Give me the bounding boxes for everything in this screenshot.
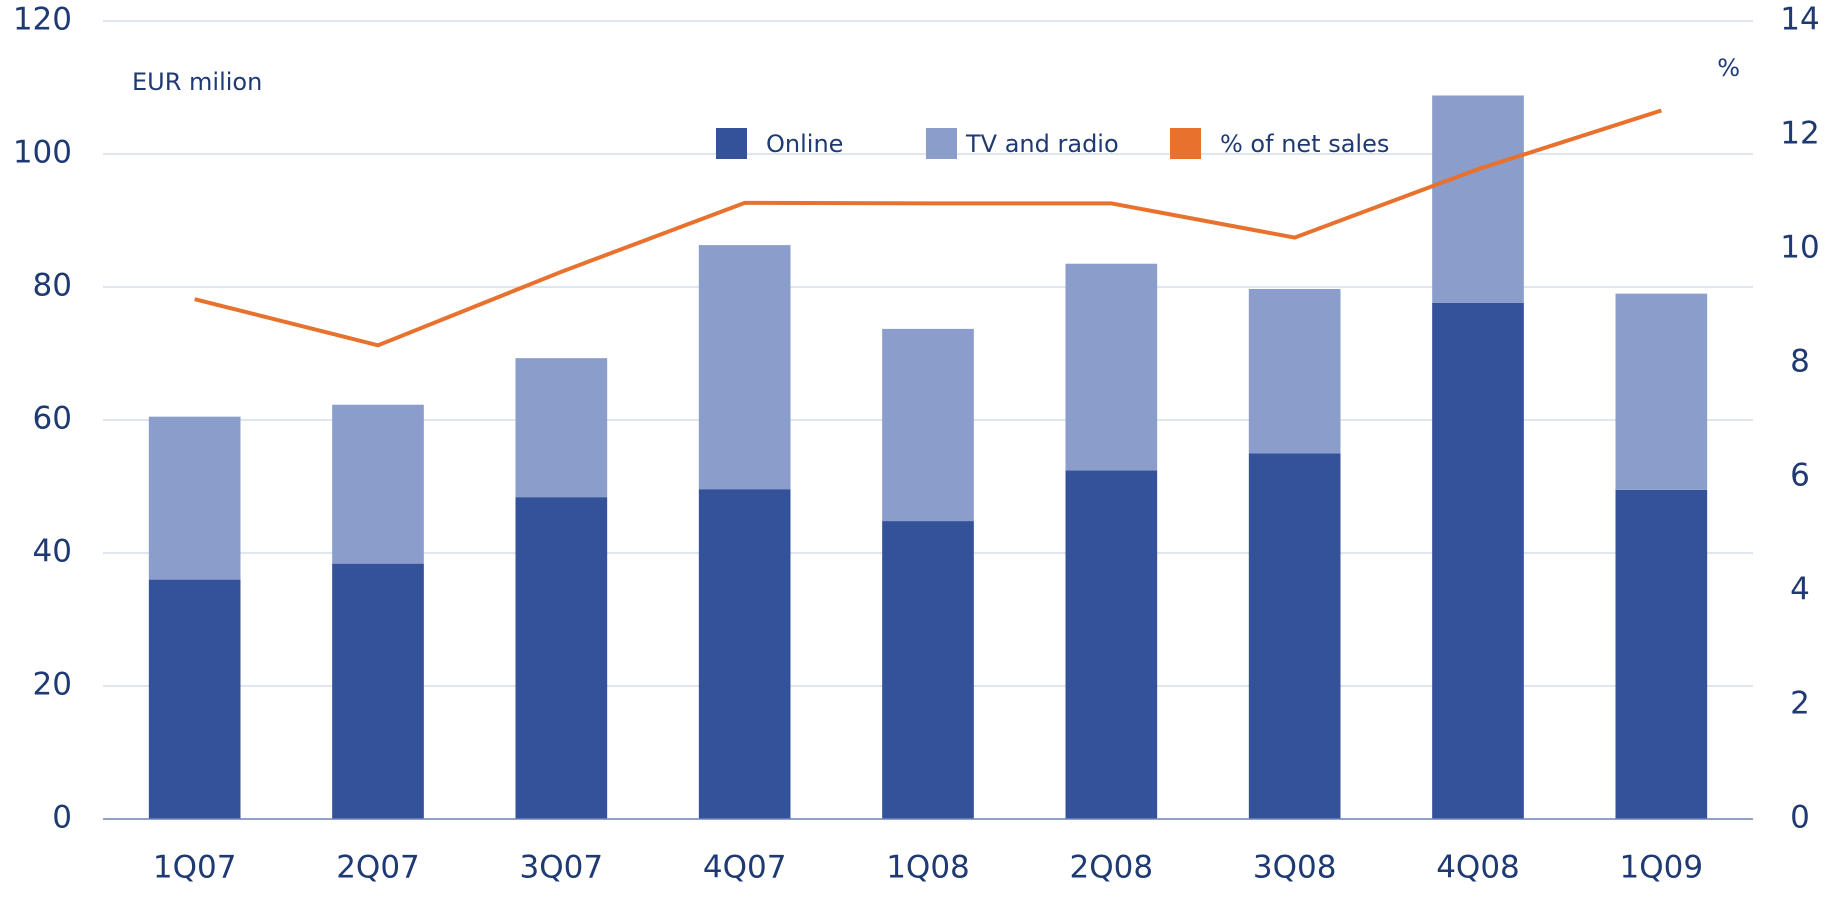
bar-segment [515,497,608,819]
bar-segment [882,328,974,522]
bar-segment [1615,489,1708,819]
y-tick-label: 60 [33,401,72,437]
y2-tick-label: 14 [1780,2,1819,38]
bar-segment [1065,470,1158,819]
line-series [194,108,1662,348]
legend-swatch [716,128,747,159]
y2-tick-label: 10 [1780,230,1819,266]
x-tick-label: 2Q08 [1070,850,1154,886]
bar-segment [332,404,424,564]
x-tick-label: 3Q07 [520,850,604,886]
y-axis-unit: EUR milion [132,68,262,96]
bar-segment [1248,288,1341,454]
bar-segment [1432,302,1524,820]
bar-segment [698,489,791,819]
legend-label: TV and radio [965,130,1119,158]
x-tick-label: 1Q07 [153,850,237,886]
bar-segment [1248,453,1341,819]
y2-tick-label: 12 [1780,116,1819,152]
x-tick-label: 1Q09 [1620,850,1704,886]
x-tick-label: 1Q08 [886,850,970,886]
x-tick-label: 4Q08 [1436,850,1520,886]
y2-tick-label: 8 [1790,344,1810,380]
x-tick-label: 3Q08 [1253,850,1337,886]
legend-label: Online [766,130,843,158]
y-tick-label: 80 [33,268,72,304]
y-tick-label: 100 [13,135,72,171]
y-tick-label: 0 [52,800,72,836]
y-tick-label: 120 [13,2,72,38]
legend-label: % of net sales [1220,130,1389,158]
legend-swatch [1170,128,1201,159]
bar-segment [148,579,241,819]
bar-segment [1065,263,1158,471]
bar-segment [1615,293,1708,490]
y-tick-label: 40 [33,534,72,570]
x-tick-label: 4Q07 [703,850,787,886]
y-tick-label: 20 [33,667,72,703]
bar-segment [515,358,608,498]
x-tick-label: 2Q07 [336,850,420,886]
legend-swatch [926,128,957,159]
bar-segment [698,245,791,490]
y2-tick-label: 4 [1790,572,1810,608]
bar-segment [1432,95,1524,303]
bar-segment [882,521,974,819]
bar-segment [332,563,424,819]
y2-tick-label: 6 [1790,458,1810,494]
y2-tick-label: 2 [1790,686,1810,722]
y2-tick-label: 0 [1790,800,1810,836]
y2-axis-unit: % [1717,54,1740,82]
bar-segment [148,416,241,580]
